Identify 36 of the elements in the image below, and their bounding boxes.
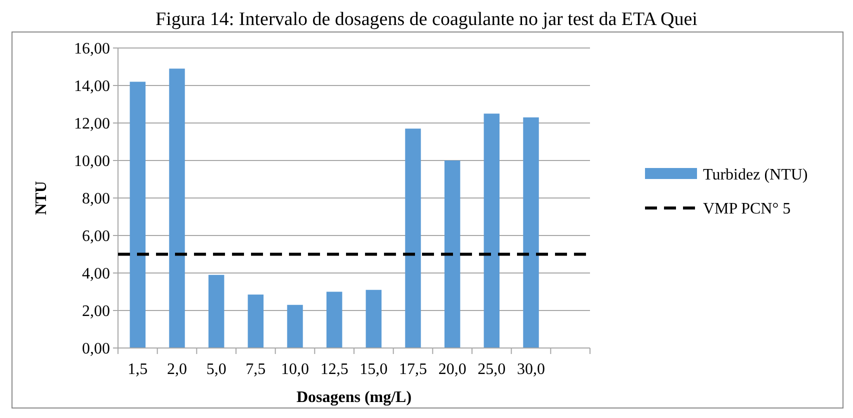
x-tick-label: 10,0 <box>281 361 309 378</box>
chart-title: Figura 14: Intervalo de dosagens de coagulante no jar test da ETA Quei <box>156 9 698 30</box>
bar <box>523 117 539 348</box>
x-tick-label: 20,0 <box>438 361 466 378</box>
y-axis-title: NTU <box>33 180 50 215</box>
bar <box>484 114 500 348</box>
y-tick-label: 0,00 <box>82 340 110 358</box>
legend-label: Turbidez (NTU) <box>703 166 808 184</box>
x-tick-label: 15,0 <box>360 361 388 378</box>
bar <box>405 128 421 348</box>
y-tick-label: 10,00 <box>74 153 110 170</box>
bar <box>326 292 342 348</box>
y-tick-label: 2,00 <box>82 303 110 320</box>
bar <box>366 290 382 348</box>
bar <box>444 160 460 348</box>
x-tick-label: 25,0 <box>478 361 506 378</box>
y-tick-label: 12,00 <box>74 116 110 133</box>
x-tick-label: 1,5 <box>128 361 148 378</box>
y-tick-label: 14,00 <box>74 78 110 96</box>
x-tick-label: 2,0 <box>167 361 187 378</box>
x-tick-label: 12,5 <box>320 361 348 378</box>
bar <box>287 304 303 348</box>
x-tick-label: 30,0 <box>517 361 545 378</box>
legend-label: VMP PCN° 5 <box>703 200 791 218</box>
x-axis-title: Dosagens (mg/L) <box>296 389 412 406</box>
bar <box>130 82 146 348</box>
x-tick-label: 17,5 <box>399 361 427 378</box>
bar <box>169 68 185 348</box>
y-tick-label: 8,00 <box>82 190 110 208</box>
y-tick-label: 4,00 <box>82 266 110 283</box>
y-tick-label: 6,00 <box>82 228 110 246</box>
bar <box>208 274 224 348</box>
bar <box>248 294 264 348</box>
y-tick-label: 16,00 <box>74 40 110 58</box>
x-tick-label: 5,0 <box>206 361 226 378</box>
x-tick-label: 7,5 <box>246 361 266 378</box>
